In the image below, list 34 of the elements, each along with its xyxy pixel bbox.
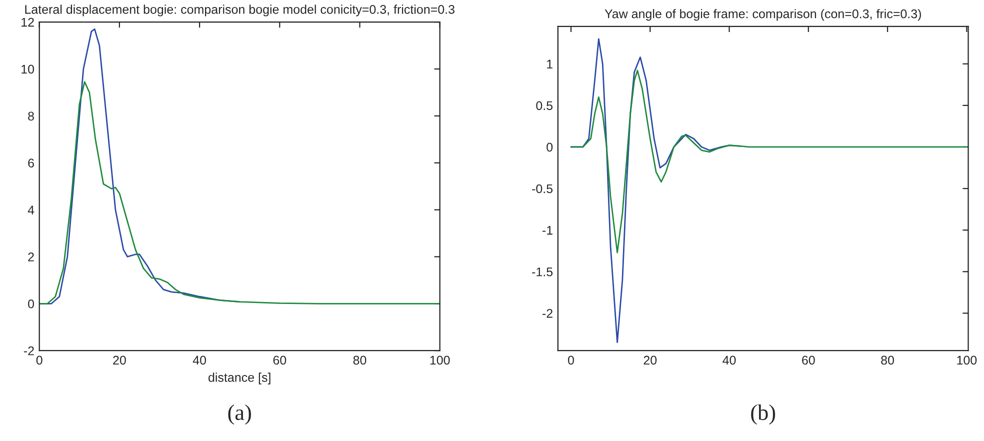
x-tick-label: 40 [722, 356, 736, 365]
y-tick-label: -2 [24, 346, 34, 356]
y-tick-label: -1 [542, 226, 552, 235]
y-tick-label: -0.5 [532, 184, 553, 194]
x-tick-label: 40 [192, 356, 206, 365]
chart-title: Lateral displacement bogie: comparison bogie model conicity=0.3, friction=0.3 [25, 4, 454, 16]
y-tick-label: 0 [546, 142, 553, 152]
x-tick-label: 60 [273, 356, 286, 365]
y-tick-label: 0.5 [536, 101, 553, 110]
y-tick-label: 12 [22, 18, 34, 27]
y-tick-label: 2 [28, 252, 34, 262]
x-tick-label: 20 [644, 356, 657, 365]
x-tick-label: 60 [802, 356, 815, 365]
y-tick-label: 0 [28, 299, 34, 308]
chart-title: Yaw angle of bogie frame: comparison (con=0.3, fric=0.3) [604, 9, 921, 21]
y-tick-label: 1 [547, 60, 552, 68]
y-tick-label: 6 [28, 158, 34, 168]
x-axis-title: distance [s] [208, 372, 270, 384]
x-tick-label: 100 [430, 356, 450, 365]
x-tick-label: 20 [113, 356, 126, 365]
line-series [570, 70, 968, 254]
y-tick-label: 4 [28, 206, 34, 214]
x-tick-label: 80 [881, 356, 894, 365]
y-tick-label: -2 [542, 308, 552, 318]
y-tick-label: -1.5 [532, 268, 553, 276]
x-tick-label: 0 [568, 356, 574, 365]
x-tick-label: 80 [353, 356, 366, 365]
text: (a) [228, 404, 251, 425]
text: (b) [751, 404, 776, 425]
x-tick-label: 100 [957, 356, 977, 365]
x-tick-label: 0 [36, 356, 42, 365]
y-tick-label: 8 [28, 112, 34, 121]
y-tick-label: 10 [22, 64, 34, 74]
line-series [39, 81, 440, 304]
